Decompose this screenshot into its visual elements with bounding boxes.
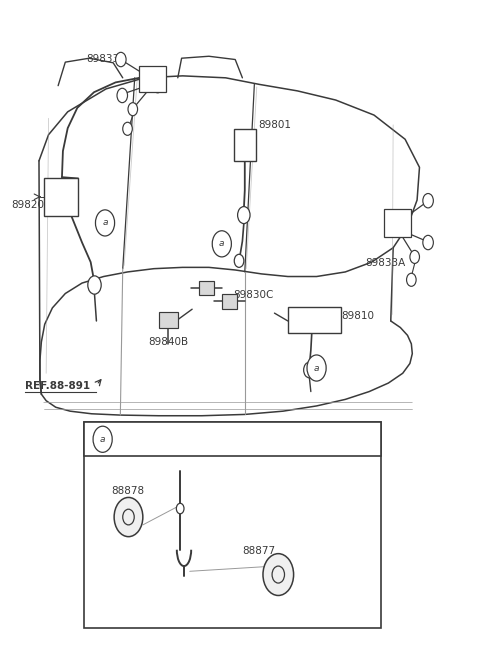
Text: 89833A: 89833A	[365, 259, 406, 269]
Text: a: a	[100, 435, 106, 444]
Circle shape	[154, 81, 162, 93]
Circle shape	[88, 276, 101, 294]
Circle shape	[272, 566, 285, 583]
Circle shape	[116, 52, 126, 67]
Circle shape	[423, 235, 433, 250]
Text: 89820: 89820	[11, 200, 44, 210]
Bar	[384, 208, 411, 237]
Circle shape	[407, 273, 416, 286]
Bar	[222, 294, 237, 309]
Text: @: @	[125, 513, 132, 521]
Text: REF.88-891: REF.88-891	[24, 381, 90, 391]
Circle shape	[304, 362, 315, 378]
Text: 89810: 89810	[341, 310, 374, 321]
Bar	[288, 307, 340, 333]
Circle shape	[123, 122, 132, 136]
Bar	[140, 66, 166, 92]
Bar	[234, 130, 256, 161]
Circle shape	[114, 497, 143, 536]
Text: 89830C: 89830C	[233, 290, 273, 300]
Circle shape	[410, 250, 420, 263]
Circle shape	[117, 88, 128, 103]
Circle shape	[128, 103, 138, 116]
Text: 89801: 89801	[258, 120, 291, 130]
Circle shape	[307, 355, 326, 381]
Circle shape	[143, 76, 151, 88]
Text: 88877: 88877	[242, 546, 276, 556]
Circle shape	[398, 225, 407, 236]
Bar	[158, 312, 178, 328]
Circle shape	[93, 426, 112, 453]
Bar	[199, 281, 214, 295]
Circle shape	[423, 193, 433, 208]
Bar	[84, 422, 381, 457]
Circle shape	[96, 210, 115, 236]
Circle shape	[212, 231, 231, 257]
Circle shape	[263, 553, 294, 595]
Text: a: a	[314, 364, 319, 373]
Text: a: a	[102, 218, 108, 227]
Bar	[44, 178, 78, 216]
Text: a: a	[219, 239, 225, 248]
Bar	[84, 422, 381, 628]
Text: 89833B: 89833B	[86, 54, 126, 64]
Text: 88878: 88878	[111, 486, 144, 496]
Circle shape	[386, 220, 395, 232]
Circle shape	[123, 509, 134, 525]
Circle shape	[238, 206, 250, 223]
Circle shape	[176, 503, 184, 514]
Circle shape	[234, 254, 244, 267]
Text: 89840B: 89840B	[148, 337, 188, 346]
